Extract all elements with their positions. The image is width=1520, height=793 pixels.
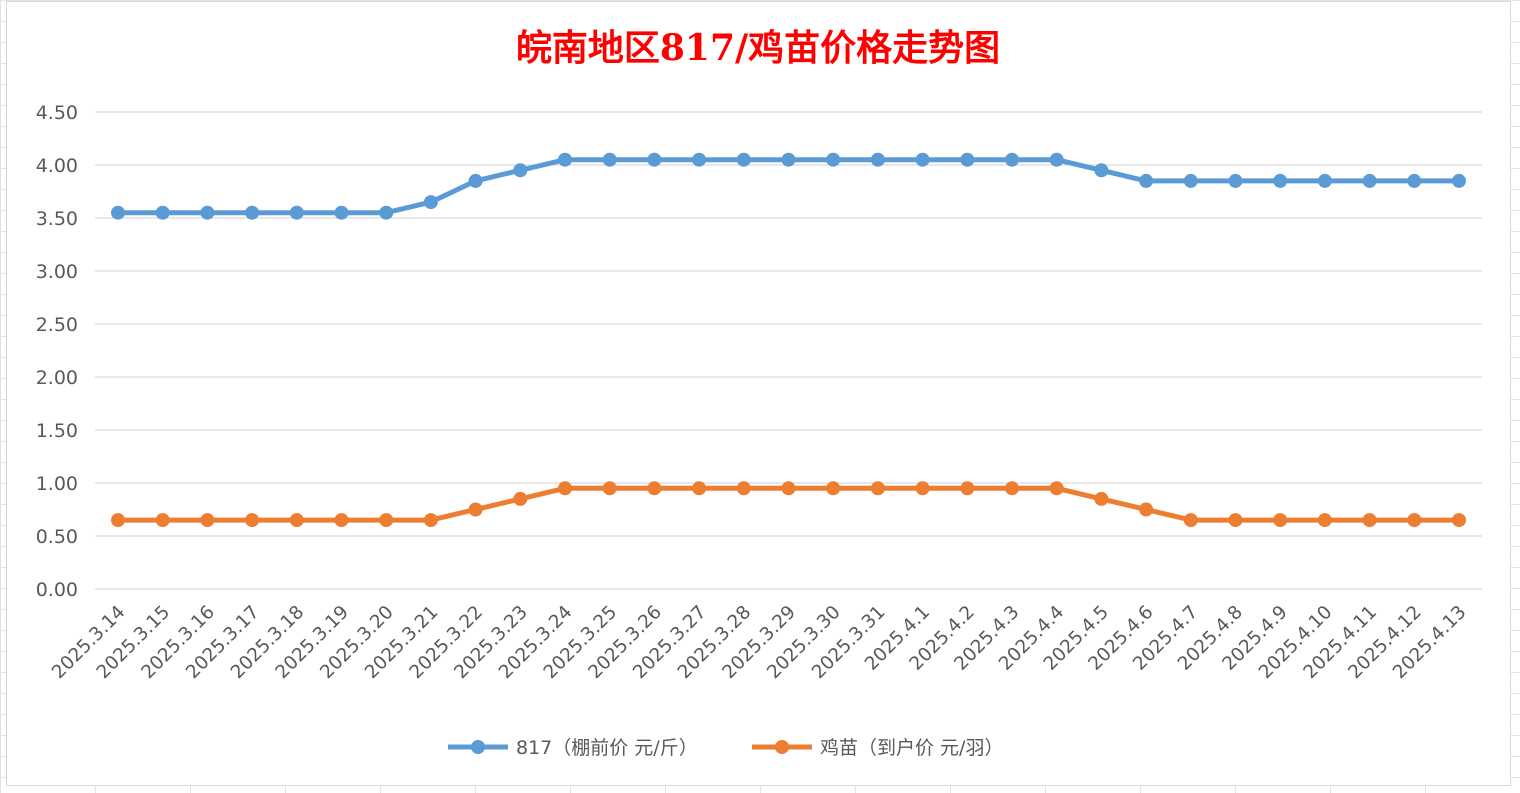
y-tick-label: 4.00: [36, 155, 78, 177]
data-point: [155, 513, 170, 528]
data-point: [334, 513, 349, 528]
data-point: [647, 481, 662, 496]
data-point: [692, 481, 707, 496]
data-point: [111, 205, 125, 220]
data-point: [1362, 173, 1377, 188]
data-point: [736, 481, 751, 496]
data-point: [423, 513, 438, 528]
data-point: [826, 152, 841, 167]
data-point: [1139, 173, 1154, 188]
data-point: [736, 152, 751, 167]
data-point: [1094, 491, 1109, 506]
y-tick-label: 4.50: [36, 102, 78, 124]
data-point: [870, 481, 885, 496]
legend-marker: [471, 740, 485, 754]
y-tick-label: 2.00: [36, 367, 78, 389]
data-point: [1005, 152, 1019, 167]
y-tick-label: 1.50: [36, 420, 78, 442]
data-point: [1362, 513, 1377, 528]
data-point: [1049, 152, 1064, 167]
legend-item: 鸡苗（到户价 元/羽）: [752, 737, 1003, 759]
data-point: [155, 205, 170, 220]
data-point: [647, 152, 662, 167]
data-point: [200, 205, 215, 220]
legend-label: 817（棚前价 元/斤）: [516, 737, 698, 759]
data-point: [870, 152, 885, 167]
data-point: [468, 502, 483, 517]
y-tick-label: 3.50: [36, 208, 78, 230]
data-point: [1452, 513, 1466, 528]
series-lines: [111, 152, 1466, 528]
data-point: [245, 205, 260, 220]
y-tick-label: 0.50: [36, 526, 78, 548]
data-point: [1228, 513, 1243, 528]
data-point: [334, 205, 349, 220]
data-point: [558, 152, 572, 167]
chart-title: 皖南地区817/鸡苗价格走势图: [516, 27, 1000, 69]
legend-label: 鸡苗（到户价 元/羽）: [820, 737, 1003, 759]
data-point: [781, 481, 796, 496]
data-point: [513, 163, 528, 178]
data-point: [915, 152, 930, 167]
data-point: [960, 481, 975, 496]
data-point: [781, 152, 796, 167]
data-point: [1317, 173, 1332, 188]
data-point: [558, 481, 572, 496]
data-point: [468, 173, 483, 188]
data-point: [111, 513, 125, 528]
legend-item: 817（棚前价 元/斤）: [448, 737, 698, 759]
series-line: [115, 157, 1462, 216]
chart-area[interactable]: [6, 1, 1511, 786]
data-point: [423, 195, 438, 210]
data-point: [1452, 173, 1466, 188]
data-point: [200, 513, 215, 528]
x-axis-ticks: 2025.3.142025.3.152025.3.162025.3.172025…: [48, 602, 1470, 683]
y-tick-label: 3.00: [36, 261, 78, 283]
series-1: [111, 152, 1466, 220]
data-point: [1094, 163, 1109, 178]
data-point: [289, 513, 304, 528]
legend-marker: [775, 740, 789, 754]
data-point: [915, 481, 930, 496]
data-point: [1407, 513, 1422, 528]
y-axis-ticks: 0.00 0.50 1.00 1.50 2.00 2.50 3.00 3.50 4.00 4.50: [36, 102, 78, 601]
data-point: [960, 152, 975, 167]
data-point: [289, 205, 304, 220]
y-tick-label: 1.00: [36, 473, 78, 495]
data-point: [602, 152, 617, 167]
y-tick-label: 0.00: [36, 579, 78, 601]
legend: 817（棚前价 元/斤） 鸡苗（到户价 元/羽）: [448, 737, 1003, 759]
data-point: [1005, 481, 1019, 496]
data-point: [1183, 513, 1198, 528]
data-point: [602, 481, 617, 496]
data-point: [1183, 173, 1198, 188]
data-point: [1273, 173, 1288, 188]
data-point: [826, 481, 841, 496]
series-2: [111, 481, 1466, 528]
data-point: [1049, 481, 1064, 496]
data-point: [1317, 513, 1332, 528]
y-tick-label: 2.50: [36, 314, 78, 336]
data-point: [245, 513, 260, 528]
data-point: [1273, 513, 1288, 528]
data-point: [1139, 502, 1154, 517]
data-point: [379, 205, 394, 220]
data-point: [379, 513, 394, 528]
data-point: [692, 152, 707, 167]
data-point: [513, 491, 528, 506]
data-point: [1407, 173, 1422, 188]
data-point: [1228, 173, 1243, 188]
